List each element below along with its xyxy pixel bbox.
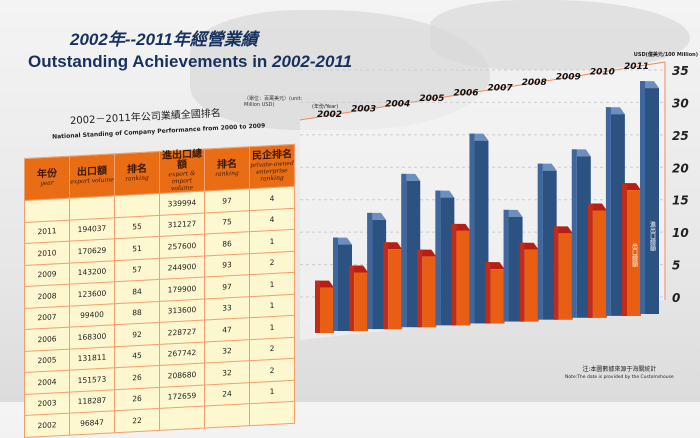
- table-cell: 96847: [69, 410, 115, 435]
- top-border: [299, 61, 666, 121]
- bar-side: [367, 212, 373, 330]
- title-en-text: Outstanding Achievements in: [28, 52, 268, 71]
- x-tick-label: 2009: [556, 73, 581, 83]
- x-tick-label: 2007: [488, 83, 514, 93]
- bar-side: [640, 81, 645, 314]
- y-tick-label: 25: [672, 129, 689, 143]
- bar-side: [435, 190, 441, 326]
- x-tick-label: 2002: [317, 110, 342, 120]
- title-en: Outstanding Achievements in 2002-2011: [28, 52, 352, 71]
- bar-export-2005: [422, 256, 437, 328]
- bar-export-2004: [388, 249, 403, 330]
- bar-side: [383, 242, 389, 330]
- x-tick-label: 2008: [522, 78, 547, 88]
- bar-chart: 0 5 10 15 20 25 30 35 USD(億美元/100 Million) (年份/Ye…: [299, 51, 698, 333]
- note-cn: 注:本圖數據來源于海關統計: [582, 366, 657, 373]
- bar-total-2010: [610, 114, 625, 316]
- title-en-years: 2002-2011: [272, 52, 353, 71]
- bar-side: [401, 173, 407, 328]
- bar-total-2009: [576, 156, 591, 318]
- bar-total-2005: [440, 197, 455, 326]
- bar-total-2007: [508, 216, 523, 322]
- bar-total-2002: [338, 244, 352, 331]
- x-tick-label: 2005: [419, 94, 444, 104]
- bar-total-2003: [372, 219, 387, 330]
- bar-export-2003: [354, 272, 369, 332]
- bar-side: [451, 223, 457, 326]
- x-tick-label: 2006: [453, 89, 478, 99]
- bar-side: [417, 249, 423, 328]
- bar-side: [485, 262, 491, 324]
- y-tick-label: 15: [672, 194, 689, 208]
- bar-side: [571, 149, 577, 318]
- bar-side: [333, 237, 338, 331]
- bar-side: [553, 226, 559, 320]
- table-cell: 2002: [24, 413, 70, 437]
- y-tick-label: 20: [672, 161, 689, 175]
- bar-side: [537, 163, 543, 320]
- bar-side: [519, 242, 525, 322]
- bar-side: [503, 209, 509, 322]
- title-cn: 2002年--2011年經營業績: [70, 30, 258, 49]
- bar-export-2002: [320, 287, 334, 333]
- bar-side: [469, 133, 475, 324]
- bar-export-2008: [524, 249, 539, 322]
- x-tick-label: 2003: [351, 105, 376, 115]
- bar-export-2011: [627, 190, 641, 316]
- y-tick-label: 10: [672, 226, 689, 240]
- y-axis-label: USD(億美元/100 Million): [634, 51, 698, 58]
- x-tick-label: 2004: [385, 99, 410, 109]
- y-tick-label: 0: [672, 291, 680, 305]
- table-cell: [204, 403, 250, 428]
- series-label: 出口總額: [631, 242, 638, 268]
- bar-export-2006: [456, 230, 471, 326]
- y-tick-label: 35: [672, 64, 689, 78]
- x-axis-label: (年份/Year): [312, 103, 338, 110]
- bar-export-2010: [592, 210, 607, 318]
- table-cell: [159, 406, 205, 430]
- table-unit: （單位：百萬美元）(unit: Million USD): [244, 96, 303, 108]
- note-en: Note:The date is provided by the Customs…: [565, 375, 674, 380]
- y-tick-label: 30: [672, 96, 689, 110]
- bar-export-2007: [490, 269, 505, 324]
- note: 注:本圖數據來源于海關統計 Note:The date is provided b…: [565, 366, 674, 382]
- x-tick-label: 2011: [624, 62, 649, 72]
- bar-export-2009: [558, 233, 573, 320]
- bar-total-2011: [645, 88, 659, 314]
- table-cell: [249, 401, 295, 426]
- table-cell: 22: [114, 408, 160, 433]
- bar-side: [622, 183, 627, 316]
- bar-side: [605, 107, 611, 316]
- bar-total-2008: [542, 170, 557, 320]
- bar-total-2004: [406, 180, 421, 328]
- y-tick-label: 5: [672, 259, 680, 273]
- bar-side: [315, 280, 320, 333]
- bar-side: [349, 265, 355, 332]
- x-tick-label: 2010: [590, 67, 615, 77]
- series-label: 進出口總額: [649, 220, 656, 252]
- bar-side: [587, 203, 593, 318]
- bar-total-2006: [474, 140, 489, 324]
- world-map-bg: [430, 0, 690, 70]
